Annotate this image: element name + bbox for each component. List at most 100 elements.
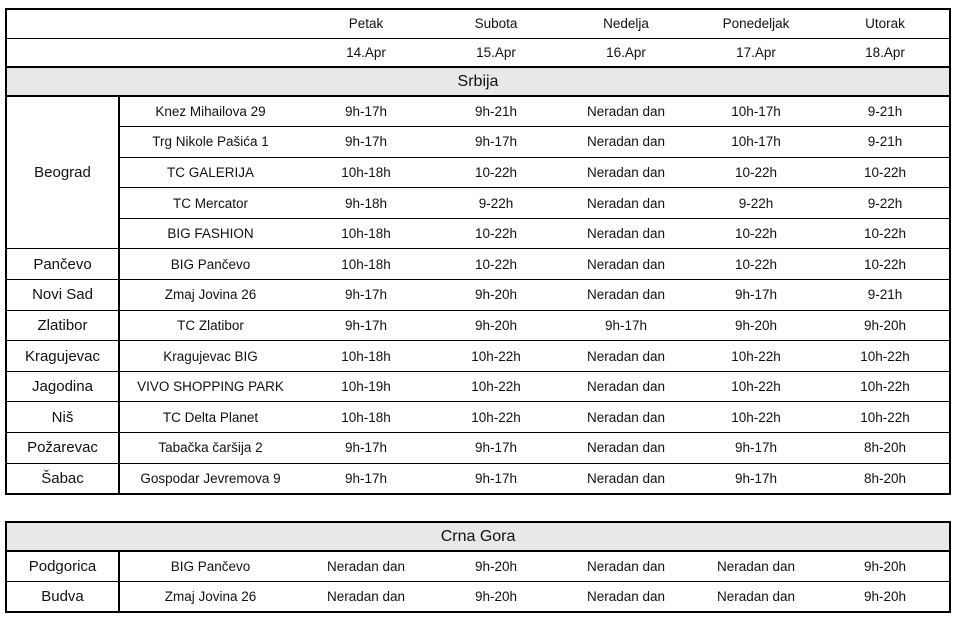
hours-cell: 9h-18h xyxy=(301,187,431,219)
day-header-cell: Utorak xyxy=(821,9,950,39)
hours-cell: 9h-17h xyxy=(431,432,561,464)
location-cell: VIVO SHOPPING PARK xyxy=(119,371,301,403)
location-cell: BIG Pančevo xyxy=(119,551,301,583)
hours-cell: 10h-18h xyxy=(301,340,431,372)
hours-cell: 9-22h xyxy=(431,187,561,219)
hours-cell: 10-22h xyxy=(691,248,821,281)
date-header-cell: 17.Apr xyxy=(691,38,821,68)
hours-cell: 10-22h xyxy=(691,157,821,189)
city-cell: Podgorica xyxy=(6,551,120,583)
city-cell: Novi Sad xyxy=(6,279,120,311)
hours-cell: 10-22h xyxy=(821,248,950,281)
hours-cell: Neradan dan xyxy=(691,551,821,583)
hours-cell: 9h-20h xyxy=(431,310,561,342)
date-header-cell: 14.Apr xyxy=(301,38,431,68)
date-header-cell: 15.Apr xyxy=(431,38,561,68)
hours-cell: 9h-17h xyxy=(691,279,821,311)
hours-cell: 10h-22h xyxy=(691,401,821,434)
hours-cell: 9h-17h xyxy=(301,463,431,495)
schedule-row: Beograd Knez Mihailova 29 9h-17h 9h-21h Nera… xyxy=(6,96,950,250)
hours-cell: Neradan dan xyxy=(561,463,691,495)
hours-cell: 10-22h xyxy=(821,157,950,189)
hours-cell: 9-21h xyxy=(821,126,950,158)
day-header-cell: Subota xyxy=(431,9,561,39)
schedule-row: Kragujevac Kragujevac BIG 10h-18h 10h-22h Ne… xyxy=(6,340,950,372)
schedule-row: Niš TC Delta Planet 10h-18h 10h-22h Neradan … xyxy=(6,401,950,434)
location-cell: Knez Mihailova 29 xyxy=(119,96,301,128)
hours-cell: 10-22h xyxy=(431,218,561,250)
day-header-cell: Ponedeljak xyxy=(691,9,821,39)
location-cell: TC Zlatibor xyxy=(119,310,301,342)
section-band-row: Srbija xyxy=(6,66,950,97)
location-cell: BIG FASHION xyxy=(119,218,301,250)
hours-cell: 9h-20h xyxy=(431,551,561,583)
location-cell: Zmaj Jovina 26 xyxy=(119,279,301,311)
hours-cell: 10h-22h xyxy=(821,401,950,434)
hours-cell: 10h-22h xyxy=(431,340,561,372)
hours-cell: 10-22h xyxy=(431,248,561,281)
hours-cell: Neradan dan xyxy=(561,551,691,583)
location-cell: TC Delta Planet xyxy=(119,401,301,434)
hours-cell: 10h-18h xyxy=(301,157,431,189)
hours-cell: Neradan dan xyxy=(561,432,691,464)
hours-cell: 10-22h xyxy=(691,218,821,250)
schedule-row: Jagodina VIVO SHOPPING PARK 10h-19h 10h-22h… xyxy=(6,371,950,403)
hours-cell: Neradan dan xyxy=(561,157,691,189)
hours-cell: 9h-17h xyxy=(431,463,561,495)
hours-cell: Neradan dan xyxy=(561,401,691,434)
hours-cell: Neradan dan xyxy=(561,371,691,403)
schedule-row: Pančevo BIG Pančevo 10h-18h 10-22h Neradan d… xyxy=(6,248,950,281)
corner-cell xyxy=(6,9,301,39)
schedule-row: Budva Zmaj Jovina 26 Neradan dan 9h-20h Nera… xyxy=(6,581,951,613)
date-header-row: 14.Apr 15.Apr 16.Apr 17.Apr 18.Apr xyxy=(6,38,950,68)
hours-cell: 10h-17h xyxy=(691,126,821,158)
location-cell: Kragujevac BIG xyxy=(119,340,301,372)
hours-cell: 8h-20h xyxy=(821,432,950,464)
hours-cell: Neradan dan xyxy=(301,581,431,613)
location-cell: BIG Pančevo xyxy=(119,248,301,281)
hours-cell: Neradan dan xyxy=(561,340,691,372)
hours-cell: 10-22h xyxy=(821,218,950,250)
hours-cell: 8h-20h xyxy=(821,463,950,495)
srbija-schedule-table: Petak Subota Nedelja Ponedeljak Utorak 14.Apr… xyxy=(5,8,951,495)
hours-cell: 9h-17h xyxy=(561,310,691,342)
section-title: Srbija xyxy=(6,66,950,97)
hours-cell: 9-22h xyxy=(691,187,821,219)
hours-cell: 9h-17h xyxy=(301,310,431,342)
hours-cell: 10h-22h xyxy=(821,371,950,403)
day-header-cell: Nedelja xyxy=(561,9,691,39)
city-cell: Jagodina xyxy=(6,371,120,403)
city-cell: Kragujevac xyxy=(6,340,120,372)
schedule-row: Požarevac Tabačka čaršija 2 9h-17h 9h-17h Ne… xyxy=(6,432,950,464)
city-cell: Budva xyxy=(6,581,120,613)
schedule-row: Šabac Gospodar Jevremova 9 9h-17h 9h-17h Ner… xyxy=(6,463,950,495)
hours-cell: 10h-22h xyxy=(431,401,561,434)
hours-cell: Neradan dan xyxy=(561,187,691,219)
hours-cell: 9h-17h xyxy=(431,126,561,158)
hours-cell: Neradan dan xyxy=(561,279,691,311)
hours-cell: Neradan dan xyxy=(561,126,691,158)
hours-cell: 9h-20h xyxy=(821,581,951,613)
schedule-row: Novi Sad Zmaj Jovina 26 9h-17h 9h-20h Nerada… xyxy=(6,279,950,311)
location-cell: Zmaj Jovina 26 xyxy=(119,581,301,613)
hours-cell: 9h-21h xyxy=(431,96,561,128)
hours-cell: 10h-22h xyxy=(821,340,950,372)
location-cell: Trg Nikole Pašića 1 xyxy=(119,126,301,158)
hours-cell: 10h-18h xyxy=(301,401,431,434)
city-cell: Zlatibor xyxy=(6,310,120,342)
hours-cell: 9-21h xyxy=(821,279,950,311)
location-cell: TC GALERIJA xyxy=(119,157,301,189)
date-header-cell: 16.Apr xyxy=(561,38,691,68)
date-header-cell: 18.Apr xyxy=(821,38,950,68)
location-cell: Tabačka čaršija 2 xyxy=(119,432,301,464)
city-cell: Šabac xyxy=(6,463,120,495)
city-cell: Pančevo xyxy=(6,248,120,281)
hours-cell: 9h-20h xyxy=(431,581,561,613)
schedule-row: TC GALERIJA 10h-18h 10-22h Neradan dan 10-22… xyxy=(6,157,950,189)
hours-cell: 10h-22h xyxy=(691,340,821,372)
hours-cell: 9h-17h xyxy=(301,279,431,311)
hours-cell: 10h-22h xyxy=(691,371,821,403)
hours-cell: 9h-20h xyxy=(691,310,821,342)
day-header-row: Petak Subota Nedelja Ponedeljak Utorak xyxy=(6,9,950,39)
